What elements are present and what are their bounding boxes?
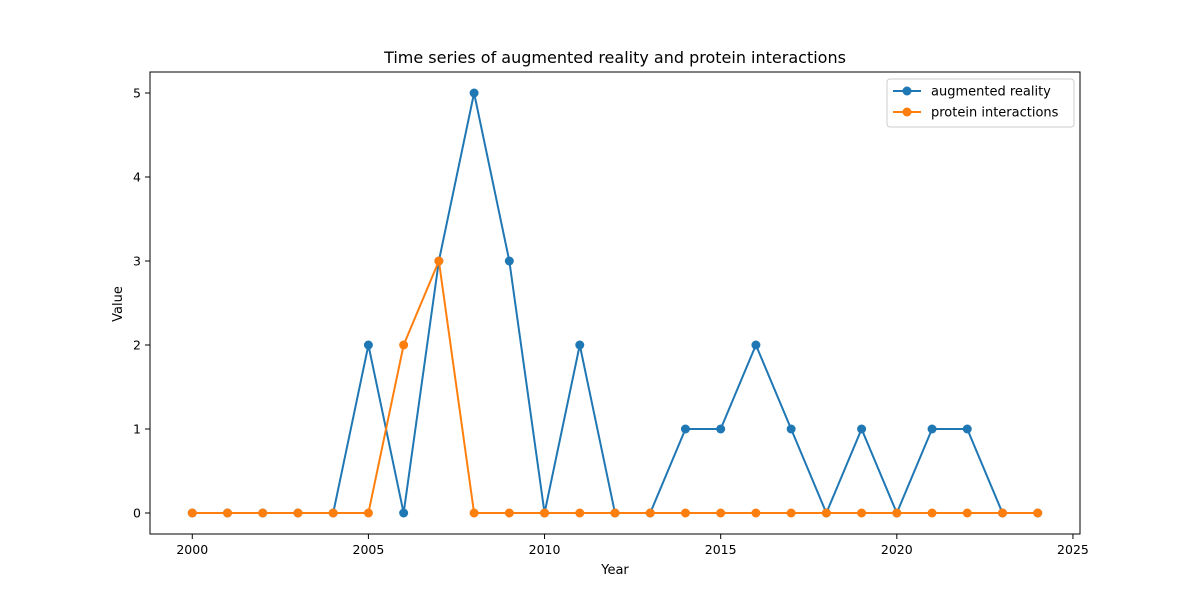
chart-title: Time series of augmented reality and pro…	[383, 48, 846, 67]
data-point	[293, 508, 303, 518]
legend-swatch-marker	[902, 86, 912, 96]
data-point	[434, 256, 444, 266]
axes-frame	[149, 71, 1081, 535]
data-point	[187, 508, 197, 518]
data-point	[821, 508, 831, 518]
y-tick-label: 4	[133, 170, 141, 185]
data-point	[927, 424, 937, 434]
legend-entry-label: augmented reality	[931, 85, 1051, 100]
data-point	[680, 508, 690, 518]
data-point	[786, 508, 796, 518]
data-point	[223, 508, 232, 518]
data-point	[645, 508, 655, 518]
x-tick-label: 2010	[529, 542, 561, 557]
x-tick-label: 2020	[881, 542, 913, 557]
data-point	[610, 508, 620, 518]
y-tick-label: 2	[133, 338, 141, 353]
x-tick-label: 2005	[353, 542, 385, 557]
data-point	[857, 424, 867, 434]
y-axis-ticks: 0 1 2 3 4 5	[133, 86, 150, 521]
x-tick-label: 2015	[705, 542, 737, 557]
data-point	[962, 508, 972, 518]
data-point	[751, 508, 761, 518]
plot-area	[149, 71, 1081, 535]
y-tick-label: 3	[133, 254, 141, 269]
data-point	[399, 508, 409, 518]
data-point	[469, 88, 479, 98]
data-point	[469, 508, 479, 518]
data-point	[786, 424, 796, 434]
data-point	[1033, 508, 1043, 518]
legend-swatch-marker	[902, 107, 912, 117]
x-tick-label: 2025	[1057, 542, 1089, 557]
data-point	[575, 508, 585, 518]
legend-entry-label: protein interactions	[931, 106, 1059, 121]
data-point	[716, 508, 726, 518]
data-point	[399, 340, 409, 350]
y-tick-label: 1	[133, 422, 141, 437]
legend: augmented reality protein interactions	[886, 78, 1075, 128]
data-point	[962, 424, 972, 434]
y-tick-label: 5	[133, 86, 141, 101]
data-point	[504, 508, 514, 518]
data-point	[363, 340, 373, 350]
data-point	[680, 424, 690, 434]
data-point	[258, 508, 268, 518]
data-point	[751, 340, 761, 350]
x-axis-label: Year	[600, 563, 629, 578]
data-point	[998, 508, 1007, 518]
data-point	[716, 424, 726, 434]
data-point	[857, 508, 867, 518]
x-tick-label: 2000	[176, 542, 208, 557]
data-point	[540, 508, 550, 518]
data-point	[504, 256, 514, 266]
x-axis-ticks: 2000 2005 2010 2015 2020 2025	[176, 534, 1089, 557]
y-tick-label: 0	[133, 506, 141, 521]
data-point	[927, 508, 937, 518]
legend-box	[886, 78, 1075, 128]
y-axis-label: Value	[111, 286, 126, 322]
data-point	[363, 508, 373, 518]
data-point	[892, 508, 902, 518]
data-point	[575, 340, 585, 350]
data-point	[328, 508, 338, 518]
